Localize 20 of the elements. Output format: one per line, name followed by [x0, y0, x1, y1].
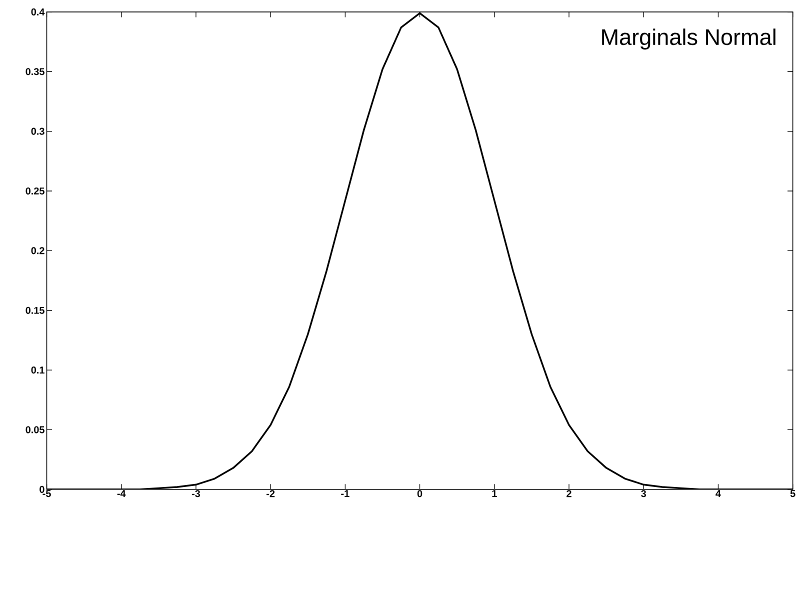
y-tick-label: 0.05 — [26, 426, 44, 434]
x-tick-label: -3 — [192, 490, 200, 498]
x-tick-label: 4 — [716, 490, 721, 498]
x-tick-label: -2 — [266, 490, 275, 498]
y-tick-label: 0.15 — [26, 306, 44, 314]
x-tick-label: 0 — [417, 490, 422, 498]
x-tick-label: -1 — [341, 490, 350, 498]
y-tick-label: 0.1 — [31, 366, 44, 374]
x-tick-label: 3 — [641, 490, 646, 498]
y-tick-label: 0.3 — [31, 128, 44, 135]
annotation: Marginals Normal — [602, 28, 776, 50]
y-tick-label: 0.25 — [26, 188, 44, 195]
y-tick-label: 0.2 — [31, 247, 44, 254]
y-tick-label: 0.35 — [26, 68, 44, 76]
x-tick-label: -4 — [117, 490, 126, 498]
x-tick-label: 1 — [492, 490, 497, 498]
x-tick-label: 5 — [790, 490, 796, 498]
x-tick-label: -5 — [42, 490, 51, 498]
y-tick-label: 0.4 — [31, 8, 45, 16]
x-tick-label: 2 — [566, 490, 572, 498]
